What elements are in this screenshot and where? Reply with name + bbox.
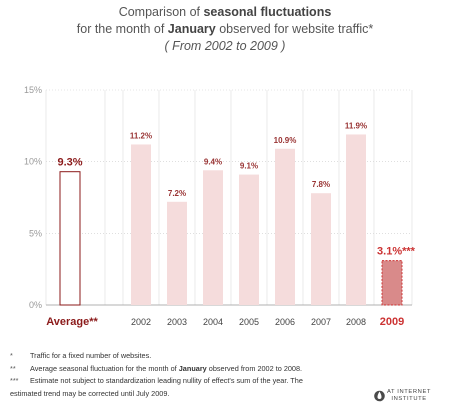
- bar-2005: [239, 174, 259, 305]
- bar-average: [59, 171, 81, 306]
- x-tick-label: Average**: [46, 316, 98, 328]
- data-label: 9.1%: [240, 162, 258, 171]
- footnotes: * Traffic for a fixed number of websites.…: [10, 350, 370, 400]
- y-tick-label: 0%: [29, 300, 42, 310]
- data-label: 7.2%: [168, 189, 186, 198]
- y-tick-label: 10%: [24, 157, 42, 167]
- footnote-3: *** Estimate not subject to standardizati…: [10, 376, 303, 386]
- data-label: 11.9%: [345, 121, 367, 130]
- drop-icon: [374, 390, 385, 402]
- y-tick-label: 15%: [24, 85, 42, 95]
- title-line-2: for the month of January observed for we…: [76, 22, 374, 36]
- bar-2007: [311, 193, 331, 305]
- y-tick-label: 5%: [29, 228, 42, 238]
- footnote-2: ** Average seasonal fluctuation for the m…: [10, 363, 303, 373]
- chart-title: Comparison of seasonal fluctuations for …: [0, 4, 450, 55]
- x-tick-label: 2009: [380, 316, 404, 328]
- x-tick-label: 2006: [275, 317, 295, 327]
- at-internet-logo: AT INTERNET INSTITUTE: [374, 386, 450, 408]
- bar-2003: [167, 201, 187, 305]
- x-tick-label: 2007: [311, 317, 331, 327]
- x-tick-label: 2004: [203, 317, 223, 327]
- bar-2006: [275, 148, 295, 305]
- bar-2009: [381, 260, 403, 306]
- bar-chart: 0% 5% 10% 15% 9.3% 11.2% 7.2% 9.4% 9.1% 10.9% 7.8%…: [24, 85, 416, 328]
- bar-2008: [346, 134, 366, 305]
- data-label: 11.2%: [130, 131, 152, 140]
- logo-line-1: AT INTERNET: [387, 389, 432, 395]
- logo-line-2: INSTITUTE: [391, 396, 427, 402]
- x-tick-label: 2003: [167, 317, 187, 327]
- x-tick-label: 2002: [131, 317, 151, 327]
- chart-subtitle: ( From 2002 to 2009 ): [164, 39, 286, 53]
- data-label: 3.1%***: [377, 246, 416, 258]
- data-label: 10.9%: [274, 136, 297, 145]
- title-line-1: Comparison of seasonal fluctuations: [118, 5, 332, 19]
- footnote-1: * Traffic for a fixed number of websites.: [10, 351, 152, 360]
- bar-2004: [203, 170, 223, 305]
- x-tick-label: 2008: [346, 317, 366, 327]
- data-label: 7.8%: [312, 180, 330, 189]
- data-label: 9.3%: [57, 157, 82, 169]
- bar-2002: [131, 144, 151, 305]
- data-label: 9.4%: [204, 157, 222, 166]
- footnote-3-continued: estimated trend may be corrected until J…: [10, 388, 170, 398]
- x-tick-label: 2005: [239, 317, 259, 327]
